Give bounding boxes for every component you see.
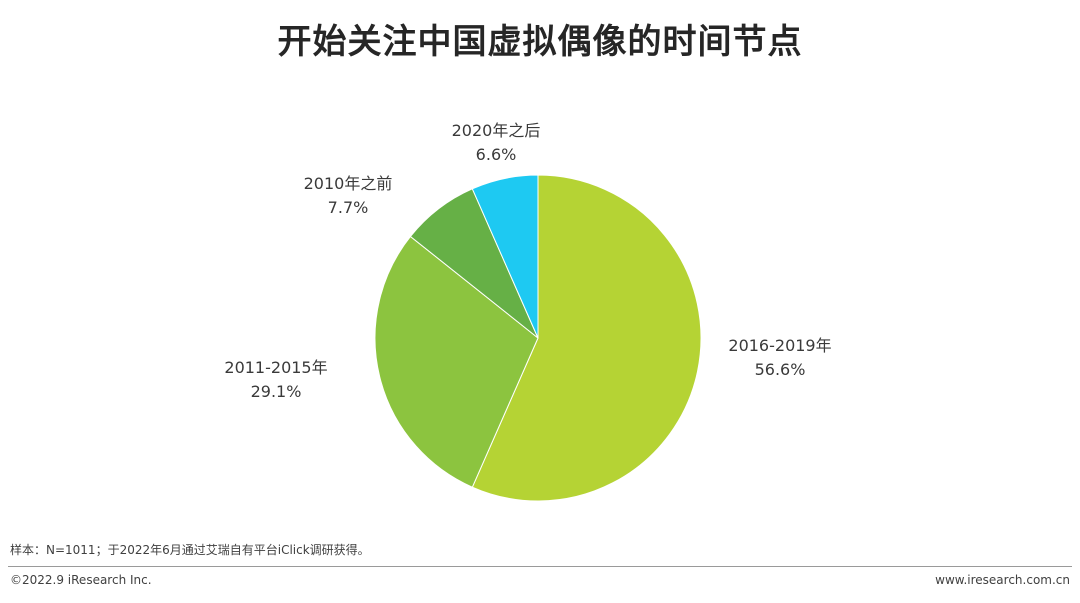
slice-label: 2020年之后 6.6%	[416, 119, 576, 167]
slice-value: 56.6%	[754, 360, 806, 379]
slice-label: 2016-2019年 56.6%	[700, 334, 860, 382]
slice-label: 2010年之前 7.7%	[268, 172, 428, 220]
slice-value: 6.6%	[475, 145, 517, 164]
pie-slice	[471, 174, 702, 502]
slice-category: 2016-2019年	[728, 336, 832, 355]
footer-divider	[8, 566, 1072, 567]
footnote: 样本：N=1011；于2022年6月通过艾瑞自有平台iClick调研获得。	[10, 543, 370, 557]
slice-category: 2010年之前	[303, 174, 393, 193]
slice-label: 2011-2015年 29.1%	[196, 356, 356, 404]
website: www.iresearch.com.cn	[935, 573, 1070, 587]
slice-value: 29.1%	[250, 382, 302, 401]
slice-category: 2020年之后	[451, 121, 541, 140]
slice-category: 2011-2015年	[224, 358, 328, 377]
pie-slice	[374, 235, 539, 488]
copyright: ©2022.9 iResearch Inc.	[10, 573, 152, 587]
chart-title: 开始关注中国虚拟偶像的时间节点	[277, 22, 803, 62]
pie-slice	[471, 174, 539, 339]
slice-value: 7.7%	[327, 198, 369, 217]
